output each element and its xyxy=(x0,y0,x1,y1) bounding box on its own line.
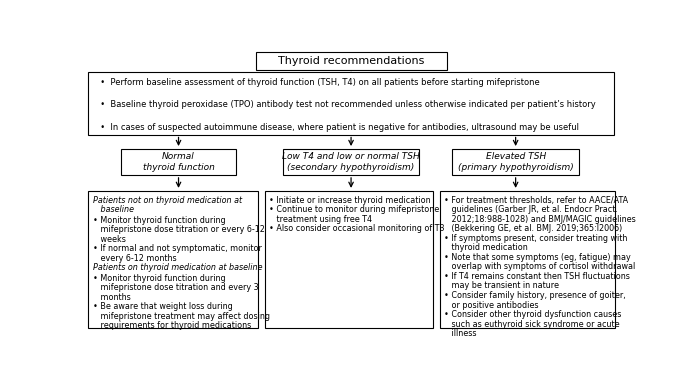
Text: Low T4 and low or normal TSH
(secondary hypothyroidism): Low T4 and low or normal TSH (secondary … xyxy=(282,152,420,172)
Text: • If symptoms present, consider treating with: • If symptoms present, consider treating… xyxy=(445,234,628,243)
Text: • Continue to monitor during mifepristone: • Continue to monitor during mifepriston… xyxy=(269,205,440,214)
Text: may be transient in nature: may be transient in nature xyxy=(445,282,560,291)
FancyBboxPatch shape xyxy=(452,149,580,175)
Text: • If normal and not symptomatic, monitor: • If normal and not symptomatic, monitor xyxy=(92,244,262,253)
FancyBboxPatch shape xyxy=(440,191,615,328)
Text: Patients not on thyroid medication at: Patients not on thyroid medication at xyxy=(92,196,242,205)
Text: overlap with symptoms of cortisol withdrawal: overlap with symptoms of cortisol withdr… xyxy=(445,262,636,272)
Text: • If T4 remains constant then TSH fluctuations: • If T4 remains constant then TSH fluctu… xyxy=(445,272,630,281)
Text: • Consider family history, presence of goiter,: • Consider family history, presence of g… xyxy=(445,291,626,300)
FancyBboxPatch shape xyxy=(256,52,447,69)
Text: Elevated TSH
(primary hypothyroidism): Elevated TSH (primary hypothyroidism) xyxy=(458,152,573,172)
Text: mifepristone dose titration or every 6-12: mifepristone dose titration or every 6-1… xyxy=(92,225,264,234)
Text: •  Baseline thyroid peroxidase (TPO) antibody test not recommended unless otherw: • Baseline thyroid peroxidase (TPO) anti… xyxy=(95,100,595,109)
FancyBboxPatch shape xyxy=(284,149,419,175)
Text: illness: illness xyxy=(445,329,477,338)
Text: Patients on thyroid medication at baseline: Patients on thyroid medication at baseli… xyxy=(92,263,262,272)
Text: •  Perform baseline assessment of thyroid function (TSH, T4) on all patients bef: • Perform baseline assessment of thyroid… xyxy=(95,78,539,87)
Text: • Note that some symptoms (eg, fatigue) may: • Note that some symptoms (eg, fatigue) … xyxy=(445,253,632,262)
Text: mifepristone dose titration and every 3: mifepristone dose titration and every 3 xyxy=(92,283,258,292)
Text: every 6-12 months: every 6-12 months xyxy=(92,254,176,263)
Text: months: months xyxy=(92,293,130,302)
FancyBboxPatch shape xyxy=(121,149,236,175)
Text: • Monitor thyroid function during: • Monitor thyroid function during xyxy=(92,274,225,283)
Text: 2012;18:988-1028) and BMJ/MAGIC guidelines: 2012;18:988-1028) and BMJ/MAGIC guidelin… xyxy=(445,215,636,224)
Text: Normal
thyroid function: Normal thyroid function xyxy=(142,152,214,172)
Text: such as euthyroid sick syndrome or acute: such as euthyroid sick syndrome or acute xyxy=(445,320,620,328)
Text: (Bekkering GE, et al. BMJ. 2019;365:l2006): (Bekkering GE, et al. BMJ. 2019;365:l200… xyxy=(445,224,623,233)
Text: • Be aware that weight loss during: • Be aware that weight loss during xyxy=(92,302,232,311)
FancyBboxPatch shape xyxy=(265,191,434,328)
Text: treatment using free T4: treatment using free T4 xyxy=(269,215,373,224)
Text: requirements for thyroid medications: requirements for thyroid medications xyxy=(92,321,251,330)
Text: • Monitor thyroid function during: • Monitor thyroid function during xyxy=(92,216,225,225)
Text: thyroid medication: thyroid medication xyxy=(445,243,528,252)
FancyBboxPatch shape xyxy=(88,72,614,135)
Text: or positive antibodies: or positive antibodies xyxy=(445,300,539,309)
Text: •  In cases of suspected autoimmune disease, where patient is negative for antib: • In cases of suspected autoimmune disea… xyxy=(95,123,579,132)
Text: mifepristone treatment may affect dosing: mifepristone treatment may affect dosing xyxy=(92,312,269,321)
FancyBboxPatch shape xyxy=(88,191,258,328)
Text: • Initiate or increase thyroid medication: • Initiate or increase thyroid medicatio… xyxy=(269,196,431,205)
Text: Thyroid recommendations: Thyroid recommendations xyxy=(278,56,424,66)
Text: guidelines (Garber JR, et al. Endocr Pract.: guidelines (Garber JR, et al. Endocr Pra… xyxy=(445,205,619,214)
Text: • For treatment thresholds, refer to AACE/ATA: • For treatment thresholds, refer to AAC… xyxy=(445,196,629,205)
Text: weeks: weeks xyxy=(92,235,125,244)
Text: • Consider other thyroid dysfunction causes: • Consider other thyroid dysfunction cau… xyxy=(445,310,622,319)
Text: baseline: baseline xyxy=(92,205,134,214)
Text: • Also consider occasional monitoring of T3: • Also consider occasional monitoring of… xyxy=(269,224,445,233)
